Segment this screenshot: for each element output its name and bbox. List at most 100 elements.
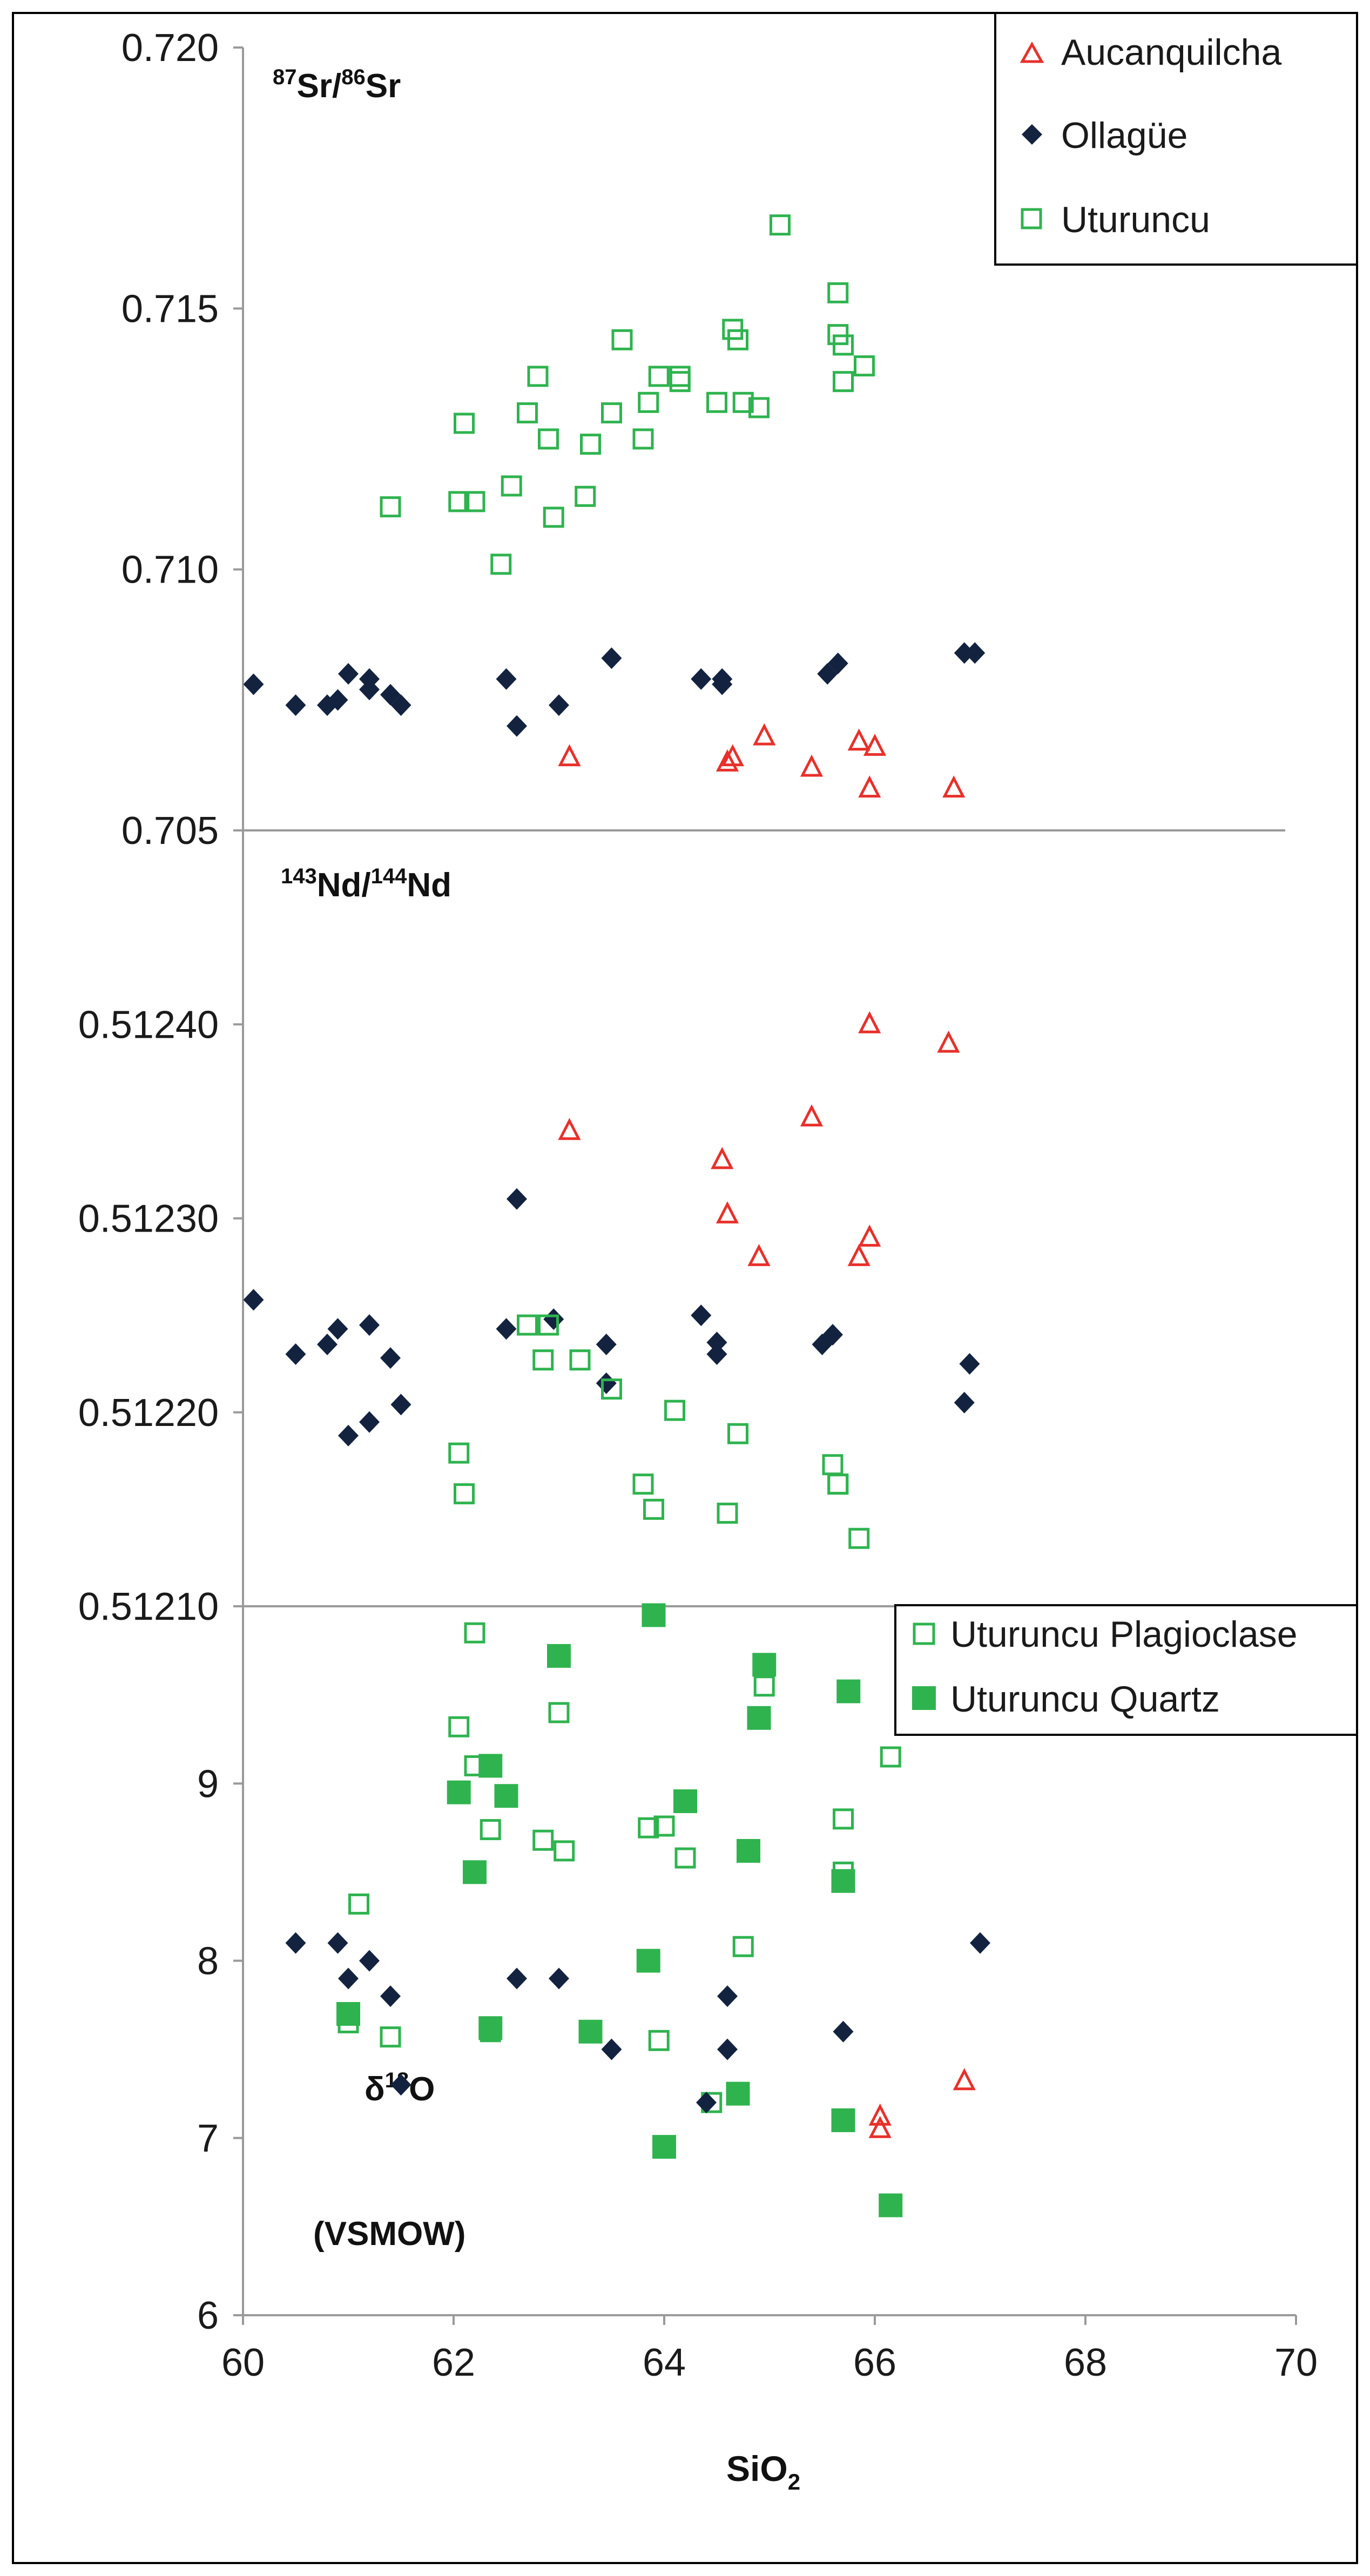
point-ollague <box>717 1985 738 2007</box>
point-uturuncu <box>580 434 601 455</box>
point-uturuncu <box>632 428 654 450</box>
point-uturuncu <box>538 428 559 450</box>
point-aucanquilcha <box>558 744 581 767</box>
x-tick-label: 66 <box>853 2341 896 2384</box>
point-ollague <box>954 1391 975 1414</box>
o-panel-label-line2: (VSMOW) <box>313 2215 465 2253</box>
point-ollague <box>338 1424 359 1446</box>
point-uturuncu <box>848 1527 870 1549</box>
point-ollague <box>327 1318 348 1340</box>
point-uturuncu <box>454 1483 475 1505</box>
point-uturuncu <box>527 366 549 387</box>
point-uturuncu <box>490 553 512 575</box>
point-aucanquilcha <box>558 1118 581 1140</box>
point-uturuncu-plagioclase <box>833 1808 854 1830</box>
y-tick-label: 0.51230 <box>78 1198 219 1241</box>
point-uturuncu-plagioclase <box>480 1819 501 1841</box>
point-uturuncu <box>732 391 754 413</box>
y-tick-label: 8 <box>197 1940 219 1983</box>
point-uturuncu <box>454 413 475 434</box>
x-axis-label: SiO2 <box>726 2449 800 2494</box>
point-aucanquilcha <box>863 733 887 756</box>
point-ollague <box>327 689 348 711</box>
point-ollague <box>712 668 733 690</box>
legend-square-open-icon <box>913 1622 935 1645</box>
point-uturuncu-quartz <box>336 2002 360 2026</box>
point-uturuncu-quartz <box>478 2016 503 2040</box>
point-aucanquilcha <box>858 1011 881 1033</box>
point-uturuncu-plagioclase <box>753 1675 775 1697</box>
point-uturuncu <box>532 1349 554 1371</box>
point-uturuncu-plagioclase <box>532 1829 554 1851</box>
point-ollague <box>507 715 527 737</box>
point-uturuncu <box>569 1349 591 1371</box>
point-uturuncu-plagioclase <box>653 1815 675 1837</box>
point-aucanquilcha <box>953 2068 976 2091</box>
point-ollague <box>717 2038 738 2060</box>
point-ollague <box>285 1343 306 1365</box>
point-uturuncu <box>770 214 791 236</box>
legend-diamond-icon <box>1022 124 1042 145</box>
legend-label-ollague: Ollagüe <box>1061 115 1187 156</box>
x-tick-label: 70 <box>1274 2341 1318 2384</box>
point-ollague <box>359 679 380 700</box>
point-ollague <box>496 668 517 690</box>
data-points <box>243 214 990 2217</box>
point-ollague <box>359 1950 380 1972</box>
point-uturuncu-quartz <box>752 1653 777 1677</box>
point-aucanquilcha <box>753 723 776 746</box>
point-ollague <box>380 1985 401 2007</box>
point-ollague <box>964 642 986 664</box>
point-uturuncu-quartz <box>494 1784 518 1808</box>
legend-square-open-icon <box>1021 208 1042 229</box>
x-tick-label: 62 <box>432 2341 475 2384</box>
point-aucanquilcha <box>868 2115 892 2138</box>
point-ollague <box>507 1188 527 1210</box>
legend-triangle-icon <box>1020 41 1044 63</box>
point-ollague <box>390 694 411 716</box>
point-uturuncu-quartz <box>726 2081 750 2106</box>
y-tick-label: 0.51240 <box>78 1003 219 1046</box>
point-uturuncu-plagioclase <box>554 1840 575 1862</box>
point-uturuncu <box>601 1378 622 1400</box>
legend-label-uturuncu-quartz: Uturuncu Quartz <box>950 1679 1220 1720</box>
point-uturuncu-plagioclase <box>380 2026 401 2048</box>
point-uturuncu <box>717 1503 738 1524</box>
point-ollague <box>827 652 848 674</box>
point-ollague <box>507 1968 527 1990</box>
point-uturuncu-quartz <box>831 1869 855 1893</box>
point-ollague <box>390 1394 411 1416</box>
point-uturuncu <box>827 1473 849 1495</box>
sr-panel-label: 87Sr/86Sr <box>273 65 401 105</box>
point-uturuncu <box>854 355 875 377</box>
point-uturuncu <box>601 402 622 424</box>
point-ollague <box>359 1411 380 1433</box>
point-ollague <box>359 1314 380 1336</box>
point-uturuncu <box>643 1498 664 1520</box>
point-uturuncu-quartz <box>578 2019 603 2044</box>
point-uturuncu <box>448 491 470 512</box>
point-uturuncu-quartz <box>478 1754 503 1778</box>
legend-label-uturuncu: Uturuncu <box>1061 199 1210 240</box>
point-uturuncu <box>669 366 691 387</box>
point-uturuncu <box>517 402 538 424</box>
y-tick-label: 0.705 <box>122 809 219 853</box>
point-uturuncu-quartz <box>642 1603 666 1627</box>
point-uturuncu-quartz <box>673 1789 697 1814</box>
point-ollague <box>833 2020 854 2043</box>
point-ollague <box>691 1304 712 1327</box>
x-ticks: 60 62 64 66 68 70 <box>221 2315 1318 2384</box>
point-uturuncu <box>464 491 485 512</box>
point-uturuncu <box>664 1399 685 1421</box>
point-ollague <box>822 1324 843 1346</box>
point-uturuncu-quartz <box>636 1949 660 1973</box>
point-ollague <box>243 1289 264 1311</box>
point-aucanquilcha <box>716 1201 739 1223</box>
point-aucanquilcha <box>716 749 739 772</box>
point-uturuncu <box>632 1473 654 1495</box>
point-ollague <box>327 1932 348 1954</box>
point-uturuncu-quartz <box>652 2135 676 2159</box>
point-uturuncu <box>727 329 748 350</box>
point-uturuncu-plagioclase <box>880 1746 901 1768</box>
point-uturuncu-quartz <box>879 2193 903 2217</box>
